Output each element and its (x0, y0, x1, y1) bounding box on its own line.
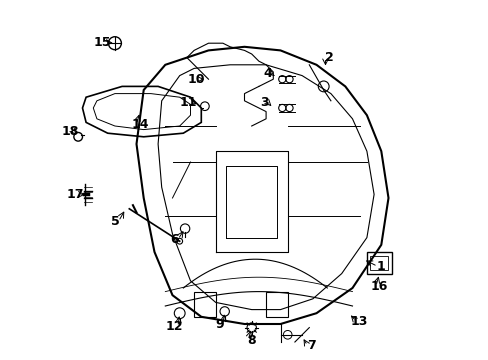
Text: 4: 4 (263, 67, 272, 80)
Text: 17: 17 (66, 188, 84, 201)
Text: 9: 9 (215, 318, 223, 331)
Text: 6: 6 (170, 233, 178, 246)
Text: 13: 13 (350, 315, 367, 328)
Text: 12: 12 (165, 320, 183, 333)
Text: 5: 5 (110, 215, 119, 228)
Text: 16: 16 (370, 280, 387, 293)
Bar (370, 256, 387, 270)
Text: 18: 18 (61, 125, 79, 138)
Bar (366, 252, 391, 274)
Text: 8: 8 (247, 334, 256, 347)
Bar (265, 292, 287, 317)
Bar (194, 292, 215, 317)
Text: 7: 7 (306, 339, 315, 352)
Text: 15: 15 (93, 36, 111, 49)
Text: 2: 2 (324, 51, 333, 64)
Text: 10: 10 (187, 73, 204, 86)
Text: 1: 1 (376, 260, 385, 273)
Text: 3: 3 (260, 96, 268, 109)
Text: 14: 14 (131, 118, 148, 131)
Text: 11: 11 (180, 96, 197, 109)
